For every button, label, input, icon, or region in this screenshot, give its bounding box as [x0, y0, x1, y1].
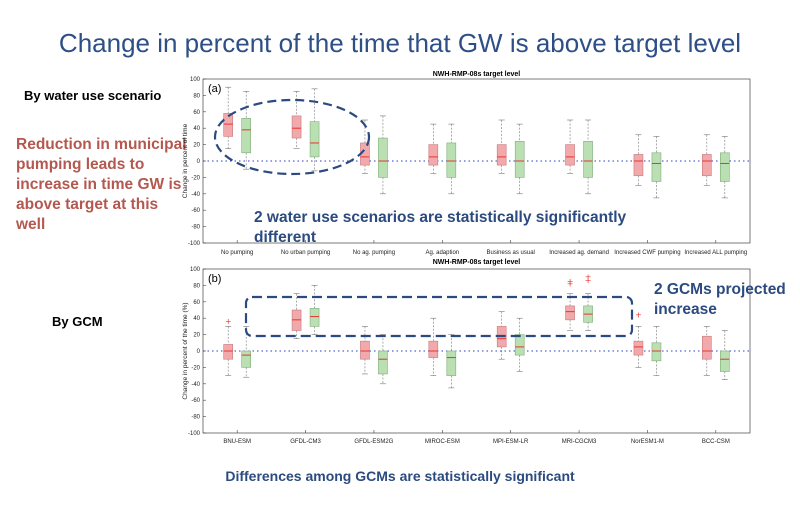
y-tick-label: 100 [190, 267, 201, 273]
water-use-significance-note: 2 water use scenarios are statistically … [254, 209, 627, 246]
box-green [651, 152, 662, 182]
row-label-gcm: By GCM [52, 314, 103, 329]
outlier-marker: + [225, 317, 232, 326]
highlight-ellipse [213, 98, 371, 176]
box-red [291, 115, 302, 139]
y-tick-label: 0 [197, 159, 201, 165]
box-green [583, 141, 593, 178]
outlier-marker: + [635, 310, 642, 319]
box-red [633, 154, 644, 177]
y-tick-label: -80 [191, 225, 200, 231]
box-red [702, 154, 712, 177]
x-tick-label: Increased ALL pumping [684, 250, 747, 256]
gcm-increase-note: 2 GCMs projected increase [654, 281, 786, 318]
box-green [309, 121, 320, 158]
x-tick-label: Ag. adaption [425, 250, 459, 256]
box-red [428, 144, 439, 166]
box-green [378, 350, 388, 375]
x-tick-label: GFDL-ESM2G [354, 439, 393, 445]
box-red [633, 340, 644, 356]
y-tick-label: -40 [191, 382, 200, 388]
outlier-marker: + [567, 277, 574, 286]
box-green [309, 308, 320, 327]
x-tick-label: NorESM1-M [631, 439, 664, 445]
highlight-rectangle [244, 295, 634, 338]
box-red [565, 144, 575, 166]
row-label-water-use: By water use scenario [24, 88, 162, 103]
box-green [241, 118, 251, 154]
box-red [496, 144, 507, 166]
x-tick-label: No pumping [221, 250, 253, 256]
x-tick-label: No ag. pumping [353, 250, 395, 256]
box-red [360, 340, 370, 360]
box-green [651, 342, 662, 362]
x-tick-label: Increased ag. demand [549, 250, 609, 256]
y-tick-label: 80 [193, 283, 200, 289]
chart-title: NWH-RMP-08s target level [433, 259, 521, 266]
x-tick-label: Increased CWF pumping [614, 250, 680, 256]
y-tick-label: -20 [191, 175, 200, 181]
box-green [514, 334, 525, 356]
box-green [378, 137, 388, 178]
y-axis-label: Change in percent of time [182, 123, 189, 198]
box-red [223, 113, 233, 137]
box-green [446, 350, 457, 376]
outlier-marker: + [585, 273, 592, 282]
x-tick-label: MPI-ESM-LR [493, 439, 529, 445]
y-tick-label: 0 [197, 349, 201, 355]
y-tick-label: 60 [193, 110, 200, 116]
box-green [514, 141, 525, 178]
box-green [720, 350, 730, 372]
box-red [428, 340, 439, 358]
y-axis-label: Change in percent of the time (%) [182, 302, 189, 399]
box-red [702, 335, 712, 360]
footer-note: Differences among GCMs are statistically… [225, 468, 575, 484]
chart-title: NWH-RMP-08s target level [433, 71, 521, 78]
y-tick-label: -100 [188, 241, 201, 247]
x-tick-label: MIROC-ESM [425, 439, 460, 445]
y-tick-label: 40 [193, 316, 200, 322]
x-tick-label: GFDL-CM3 [290, 439, 321, 445]
reduction-note: Reduction in municipal pumping leads to … [16, 136, 187, 233]
box-green [720, 152, 730, 182]
y-tick-label: 40 [193, 126, 200, 132]
y-tick-label: 60 [193, 300, 200, 306]
box-green [241, 350, 251, 368]
y-tick-label: 80 [193, 93, 200, 99]
box-green [446, 142, 457, 178]
x-tick-label: MRI-CGCM3 [562, 439, 597, 445]
y-tick-label: -20 [191, 365, 200, 371]
y-tick-label: -40 [191, 192, 200, 198]
box-red [223, 344, 233, 360]
y-tick-label: 100 [190, 77, 201, 83]
y-tick-label: -100 [188, 431, 201, 437]
panel-label: (a) [208, 83, 221, 95]
outlier-marker: + [585, 276, 592, 285]
x-tick-label: No urban pumping [281, 250, 330, 256]
x-tick-label: BCC-CSM [702, 439, 730, 445]
y-tick-label: 20 [193, 143, 200, 149]
y-tick-label: 20 [193, 333, 200, 339]
slide-title: Change in percent of the time that GW is… [58, 28, 742, 58]
y-tick-label: -60 [191, 208, 200, 214]
box-red [565, 305, 575, 321]
outlier-marker: + [567, 279, 574, 288]
panel-label: (b) [208, 273, 221, 285]
y-tick-label: -80 [191, 415, 200, 421]
x-tick-label: BNU-ESM [223, 439, 251, 445]
x-tick-label: Business as usual [487, 250, 535, 256]
y-tick-label: -60 [191, 398, 200, 404]
